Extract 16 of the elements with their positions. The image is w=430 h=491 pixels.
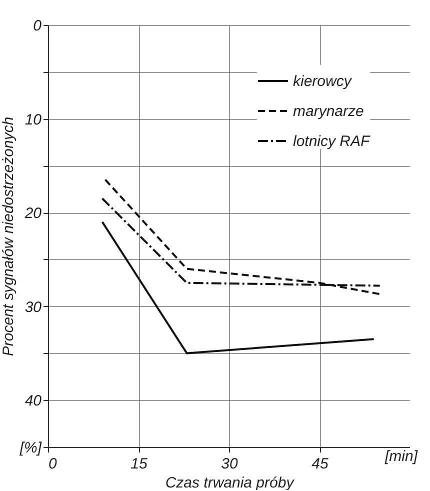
y-tick-label: 40 <box>24 392 42 410</box>
x-tick-label: 0 <box>48 456 58 472</box>
y-tick-label: 10 <box>24 111 42 128</box>
y-tick-label: [%] <box>18 440 42 456</box>
y-tick-label: 20 <box>24 205 42 222</box>
x-tick-label: 30 <box>221 456 238 472</box>
x-tick-label: 45 <box>312 456 329 472</box>
legend-label: lotnicy RAF <box>293 133 371 150</box>
y-axis-title: Procent sygnałów niedostrzeżonych <box>0 116 17 356</box>
y-tick-label: 0 <box>33 18 42 34</box>
x-tick-label: 15 <box>130 456 148 472</box>
legend-label: marynarze <box>293 103 364 120</box>
text: [min] <box>385 448 418 465</box>
legend-label: kierowcy <box>293 73 353 90</box>
line-series <box>104 178 381 296</box>
y-tick-label: 30 <box>24 298 42 316</box>
